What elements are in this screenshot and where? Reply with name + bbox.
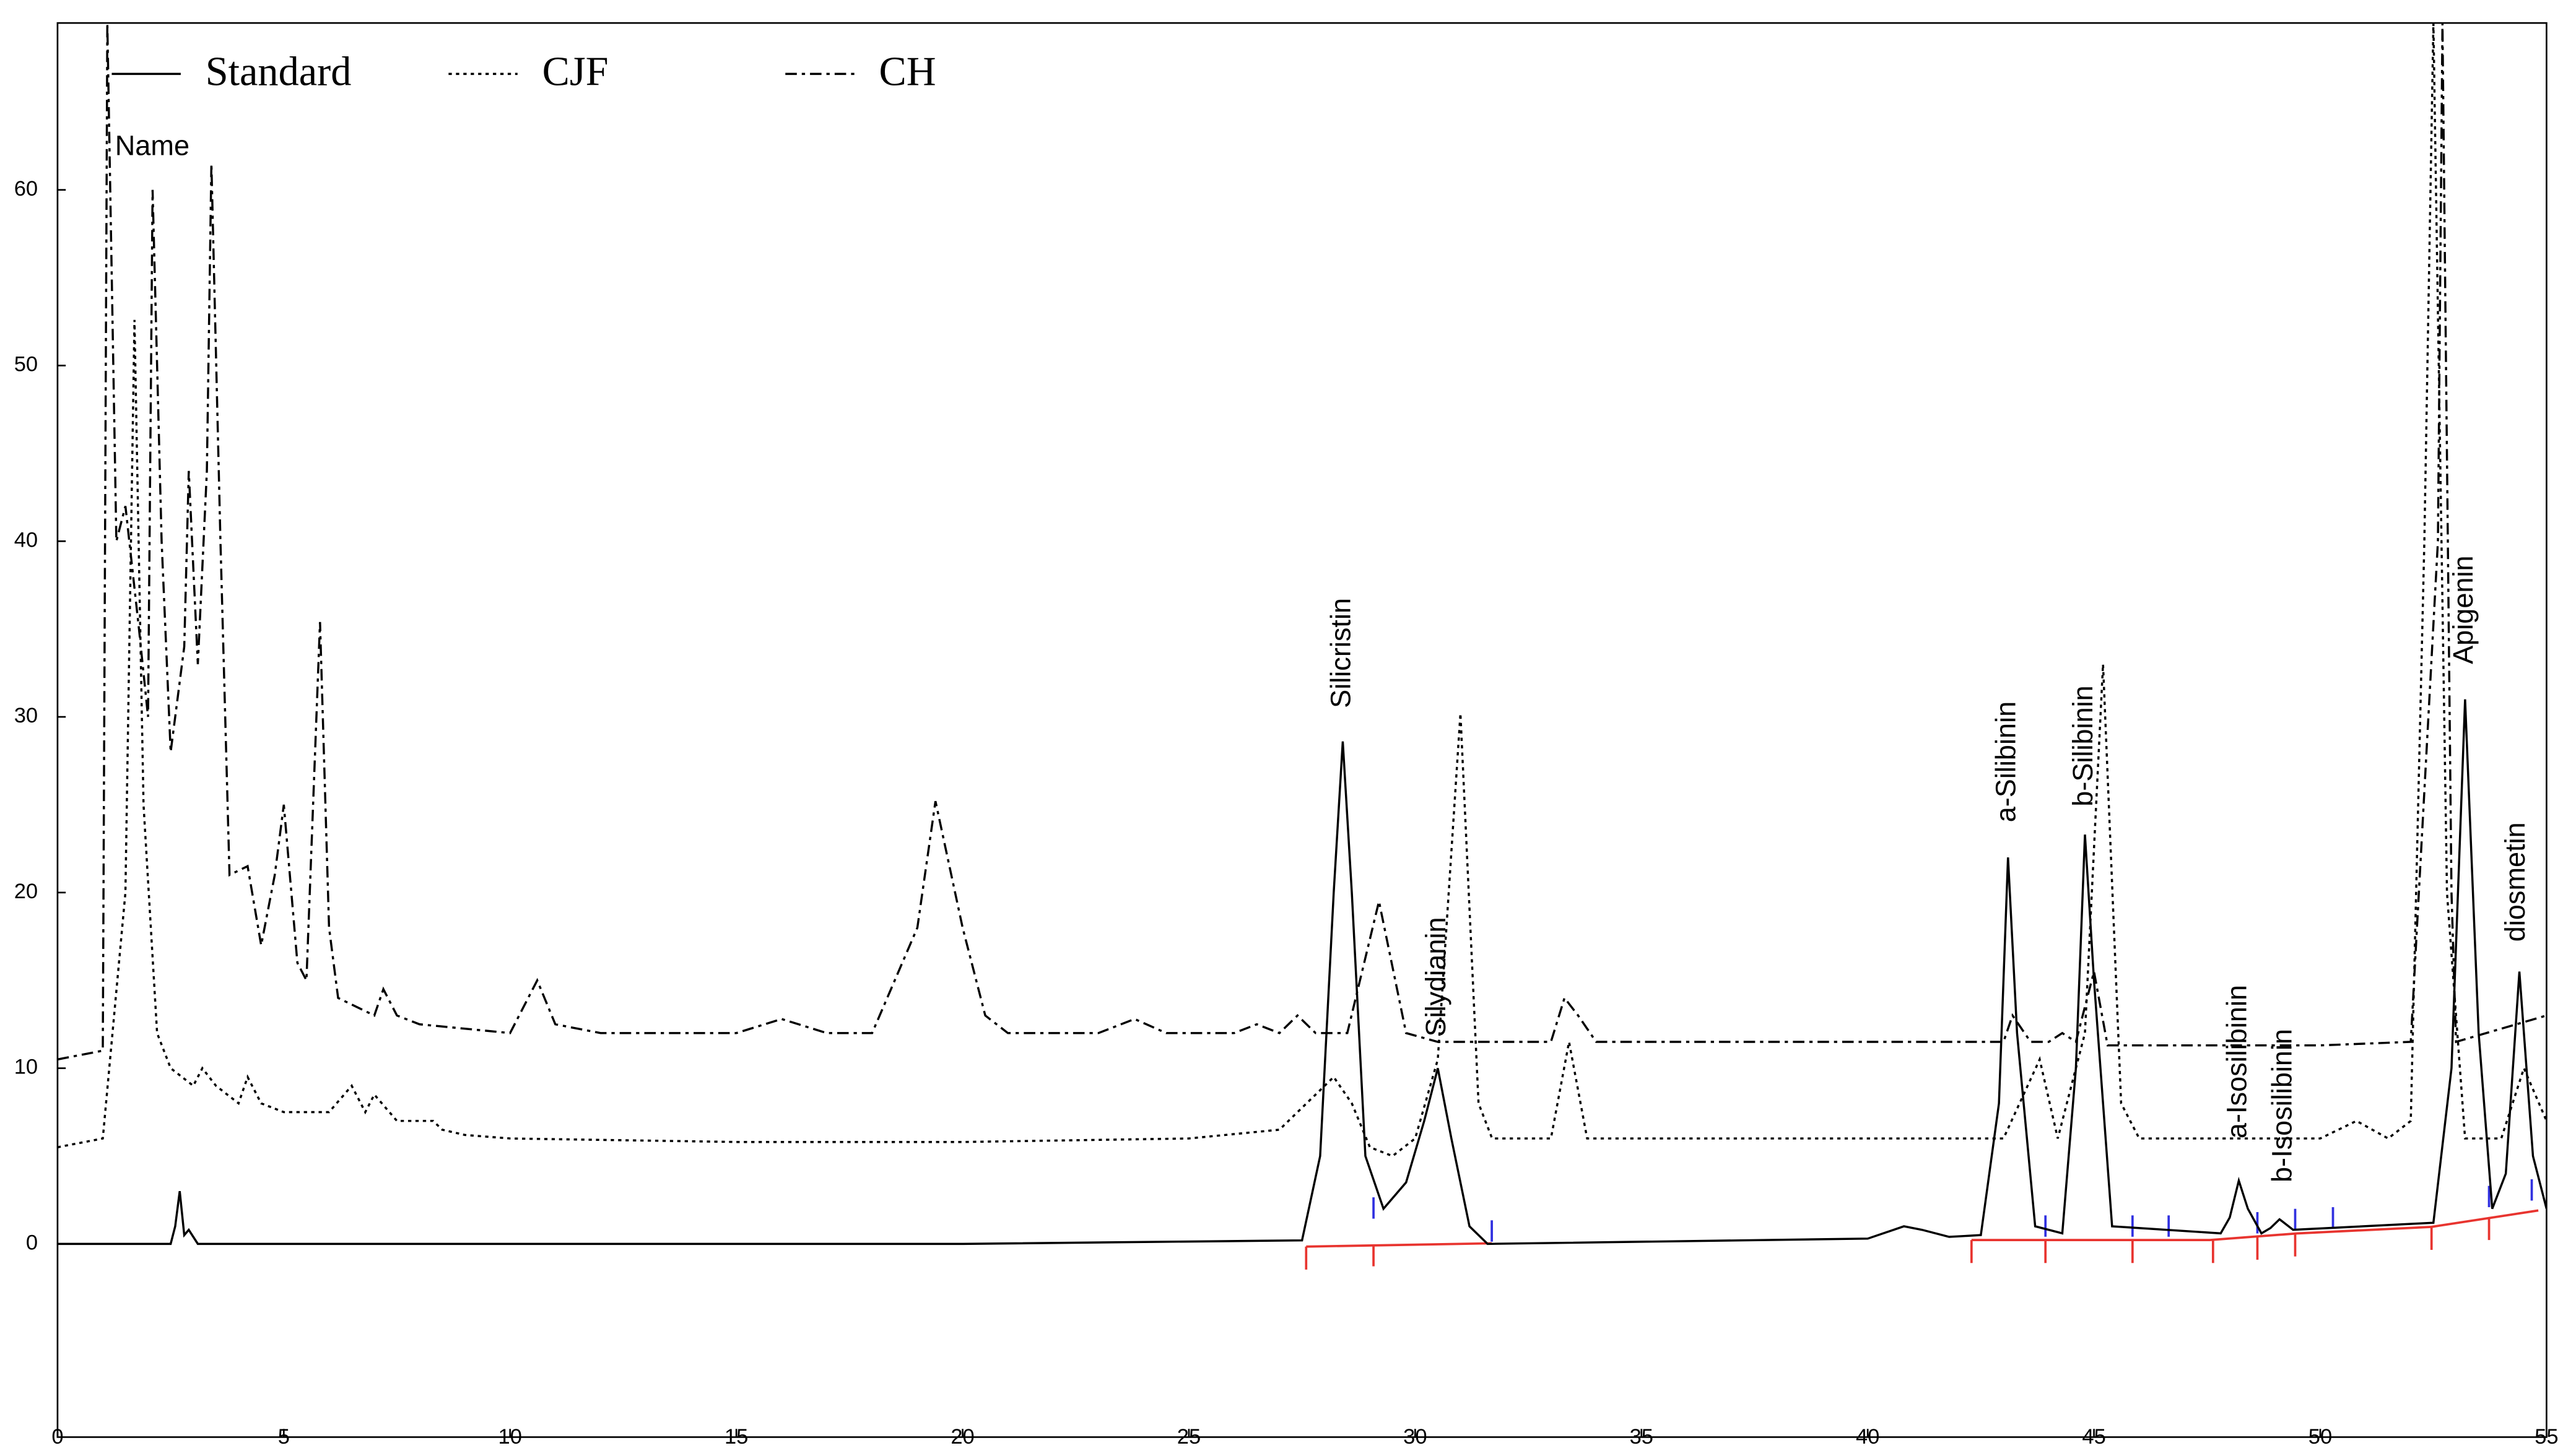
series-group [57,23,2547,1246]
peak-label: a-Silibinin [1990,701,2022,823]
y-tick-label: 60 [14,177,38,201]
annotation: Name [115,130,189,162]
x-tick-label: 55 [2535,1425,2558,1449]
x-tick-label: 0 [51,1425,63,1449]
peak-label: b-Silibinin [2067,685,2099,807]
y-tick-label: 50 [14,353,38,376]
integration-baseline [1305,1209,2539,1270]
peak-label: Apigenin [2447,555,2479,664]
x-tick-label: 15 [725,1425,748,1449]
x-tick-label: 50 [2308,1425,2332,1449]
y-tick-label: 0 [26,1231,38,1254]
x-tick-label: 35 [1630,1425,1653,1449]
y-tick-label: 40 [14,528,38,552]
x-tick-label: 45 [2082,1425,2105,1449]
x-tick-label: 5 [278,1425,290,1449]
series-line [57,23,2547,1061]
x-tick-label: 10 [498,1425,522,1449]
x-tick-label: 20 [951,1425,974,1449]
y-tick-label: 10 [14,1055,38,1079]
y-tick-label: 30 [14,704,38,727]
plot-frame [56,22,2548,1438]
x-tick-label: 30 [1403,1425,1427,1449]
peak-label: a-Isosilibinin [2221,985,2252,1138]
legend-label: Standard [206,49,352,94]
y-tick-label: 20 [14,880,38,903]
peak-label: Silydianin [1420,917,1451,1036]
peak-label: diosmetin [2499,822,2531,942]
integration-markers [1372,1179,2533,1242]
peak-label: b-Isosilibinin [2266,1029,2297,1182]
legend-label: CJF [542,49,609,94]
x-tick-label: 40 [1856,1425,1879,1449]
peak-label: Silicristin [1325,598,1356,708]
legend-label: CH [879,49,936,94]
x-tick-label: 25 [1177,1425,1201,1449]
series-line [57,23,2547,1158]
series-line [57,699,2547,1246]
